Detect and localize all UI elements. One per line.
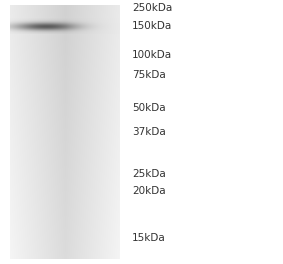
Text: 50kDa: 50kDa [132,103,166,113]
Text: 20kDa: 20kDa [132,186,166,196]
Text: 37kDa: 37kDa [132,127,166,137]
Text: 100kDa: 100kDa [132,50,172,60]
Text: 25kDa: 25kDa [132,169,166,179]
Text: 150kDa: 150kDa [132,21,172,31]
Text: 250kDa: 250kDa [132,3,172,13]
Text: 75kDa: 75kDa [132,70,166,80]
Text: 15kDa: 15kDa [132,233,166,243]
